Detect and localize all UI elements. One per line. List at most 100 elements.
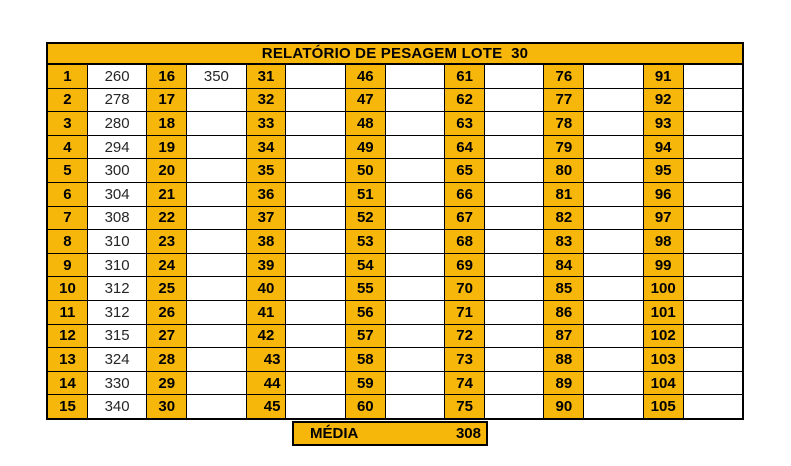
entry-value-cell[interactable]	[286, 230, 345, 253]
entry-value-cell[interactable]	[683, 65, 742, 88]
entry-value-cell[interactable]	[385, 206, 445, 230]
entry-value-cell[interactable]	[385, 230, 445, 253]
entry-value-cell[interactable]	[683, 371, 742, 395]
entry-value-cell[interactable]	[286, 183, 345, 206]
entry-value-cell[interactable]	[385, 65, 445, 88]
entry-value-cell[interactable]	[584, 277, 643, 300]
entry-value-cell[interactable]	[485, 206, 544, 230]
entry-value-cell[interactable]	[286, 112, 345, 135]
entry-value-cell[interactable]	[385, 301, 445, 324]
entry-value-cell[interactable]	[286, 324, 345, 348]
entry-value-cell[interactable]	[584, 159, 643, 182]
entry-value-cell[interactable]	[683, 324, 742, 348]
entry-value-cell[interactable]	[385, 253, 445, 277]
entry-value-cell[interactable]	[683, 301, 742, 324]
entry-value-cell[interactable]	[385, 348, 445, 371]
entry-value-cell[interactable]: 312	[87, 277, 147, 300]
entry-value-cell[interactable]	[683, 253, 742, 277]
entry-value-cell[interactable]	[286, 206, 345, 230]
entry-value-cell[interactable]	[683, 112, 742, 135]
entry-value-cell[interactable]	[385, 112, 445, 135]
entry-value-cell[interactable]	[286, 395, 345, 418]
entry-value-cell[interactable]	[683, 183, 742, 206]
entry-value-cell[interactable]	[385, 159, 445, 182]
entry-value-cell[interactable]	[286, 348, 345, 371]
entry-value-cell[interactable]	[683, 230, 742, 253]
entry-value-cell[interactable]	[187, 88, 246, 112]
entry-value-cell[interactable]	[584, 253, 643, 277]
entry-value-cell[interactable]	[485, 159, 544, 182]
entry-value-cell[interactable]	[485, 135, 544, 159]
entry-value-cell[interactable]: 278	[87, 88, 147, 112]
entry-value-cell[interactable]: 310	[87, 253, 147, 277]
entry-value-cell[interactable]	[584, 348, 643, 371]
entry-value-cell[interactable]	[485, 65, 544, 88]
entry-value-cell[interactable]	[187, 301, 246, 324]
entry-value-cell[interactable]: 300	[87, 159, 147, 182]
entry-value-cell[interactable]: 350	[187, 65, 246, 88]
entry-value-cell[interactable]	[584, 65, 643, 88]
entry-value-cell[interactable]: 304	[87, 183, 147, 206]
entry-value-cell[interactable]	[683, 159, 742, 182]
entry-value-cell[interactable]	[385, 371, 445, 395]
entry-value-cell[interactable]	[584, 230, 643, 253]
entry-value-cell[interactable]	[485, 301, 544, 324]
entry-value-cell[interactable]: 315	[87, 324, 147, 348]
entry-value-cell[interactable]	[187, 324, 246, 348]
entry-value-cell[interactable]	[485, 324, 544, 348]
entry-value-cell[interactable]	[584, 371, 643, 395]
entry-value-cell[interactable]	[584, 183, 643, 206]
entry-value-cell[interactable]	[187, 183, 246, 206]
entry-value-cell[interactable]	[584, 88, 643, 112]
entry-value-cell[interactable]	[286, 301, 345, 324]
entry-value-cell[interactable]	[584, 112, 643, 135]
entry-value-cell[interactable]	[584, 395, 643, 418]
entry-value-cell[interactable]	[187, 206, 246, 230]
entry-value-cell[interactable]	[485, 348, 544, 371]
entry-value-cell[interactable]: 324	[87, 348, 147, 371]
entry-value-cell[interactable]	[385, 88, 445, 112]
entry-value-cell[interactable]	[485, 395, 544, 418]
entry-value-cell[interactable]	[286, 371, 345, 395]
entry-value-cell[interactable]	[286, 277, 345, 300]
entry-value-cell[interactable]	[683, 395, 742, 418]
entry-value-cell[interactable]	[683, 135, 742, 159]
entry-value-cell[interactable]	[385, 277, 445, 300]
entry-value-cell[interactable]	[485, 277, 544, 300]
entry-value-cell[interactable]: 260	[87, 65, 147, 88]
entry-value-cell[interactable]	[187, 371, 246, 395]
entry-value-cell[interactable]: 340	[87, 395, 147, 418]
entry-value-cell[interactable]: 280	[87, 112, 147, 135]
entry-value-cell[interactable]	[286, 135, 345, 159]
entry-value-cell[interactable]	[485, 371, 544, 395]
entry-value-cell[interactable]	[584, 301, 643, 324]
entry-value-cell[interactable]: 308	[87, 206, 147, 230]
entry-value-cell[interactable]	[485, 88, 544, 112]
entry-value-cell[interactable]	[683, 88, 742, 112]
entry-value-cell[interactable]: 294	[87, 135, 147, 159]
entry-value-cell[interactable]	[286, 88, 345, 112]
entry-value-cell[interactable]: 330	[87, 371, 147, 395]
entry-value-cell[interactable]	[584, 135, 643, 159]
entry-value-cell[interactable]	[187, 159, 246, 182]
entry-value-cell[interactable]	[584, 324, 643, 348]
entry-value-cell[interactable]	[485, 183, 544, 206]
entry-value-cell[interactable]	[485, 230, 544, 253]
entry-value-cell[interactable]	[385, 324, 445, 348]
entry-value-cell[interactable]	[187, 348, 246, 371]
entry-value-cell[interactable]	[683, 206, 742, 230]
entry-value-cell[interactable]	[584, 206, 643, 230]
entry-value-cell[interactable]: 312	[87, 301, 147, 324]
entry-value-cell[interactable]	[187, 135, 246, 159]
entry-value-cell[interactable]	[187, 230, 246, 253]
entry-value-cell[interactable]	[683, 348, 742, 371]
entry-value-cell[interactable]	[187, 395, 246, 418]
entry-value-cell[interactable]	[485, 253, 544, 277]
entry-value-cell[interactable]	[385, 183, 445, 206]
entry-value-cell[interactable]: 310	[87, 230, 147, 253]
entry-value-cell[interactable]	[385, 395, 445, 418]
entry-value-cell[interactable]	[286, 65, 345, 88]
entry-value-cell[interactable]	[385, 135, 445, 159]
entry-value-cell[interactable]	[485, 112, 544, 135]
entry-value-cell[interactable]	[187, 112, 246, 135]
